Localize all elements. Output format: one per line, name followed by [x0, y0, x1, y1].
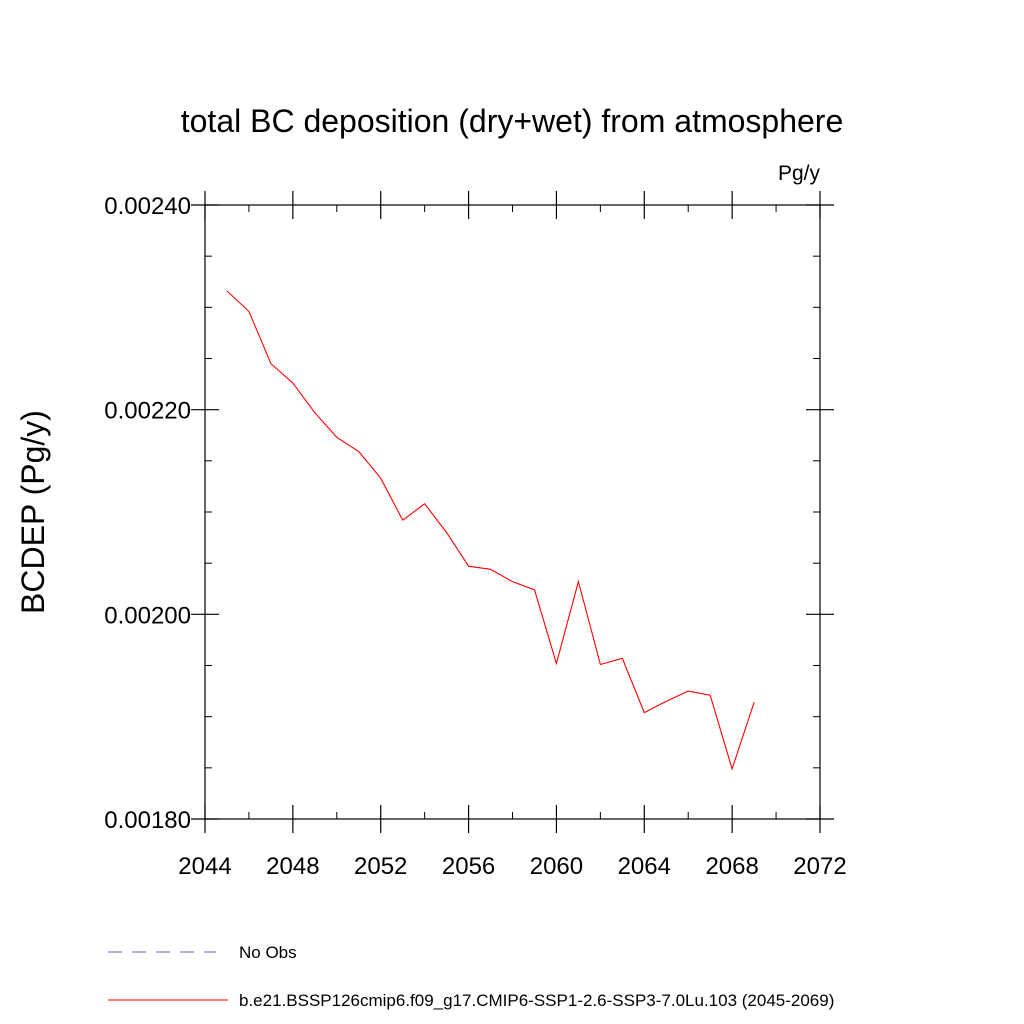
x-tick-label: 2064 [618, 853, 671, 880]
x-tick-label: 2072 [793, 853, 846, 880]
x-tick-label: 2060 [530, 853, 583, 880]
x-tick-label: 2068 [705, 853, 758, 880]
y-axis-label: BCDEP (Pg/y) [15, 410, 51, 614]
chart-title: total BC deposition (dry+wet) from atmos… [181, 103, 844, 139]
legend-label: b.e21.BSSP126cmip6.f09_g17.CMIP6-SSP1-2.… [239, 991, 834, 1010]
series-line [226, 290, 755, 771]
y-tick-label: 0.00200 [104, 602, 191, 629]
x-tick-label: 2044 [178, 853, 231, 880]
series-layer [226, 290, 755, 771]
y-tick-label: 0.00180 [104, 807, 191, 834]
legend-label: No Obs [239, 943, 297, 962]
x-axis: 2044 2048 2052 2056 2060 2064 2068 2072 [178, 191, 847, 880]
y-tick-label: 0.00220 [104, 398, 191, 425]
plot-frame [204, 204, 821, 820]
x-tick-label: 2052 [354, 853, 407, 880]
y-tick-label: 0.00240 [104, 193, 191, 220]
x-tick-label: 2056 [442, 853, 495, 880]
y-axis: 0.00180 0.00200 0.00220 0.00240 [104, 193, 834, 834]
legend: No Obs b.e21.BSSP126cmip6.f09_g17.CMIP6-S… [108, 943, 834, 1010]
units-label: Pg/y [778, 162, 821, 185]
x-tick-label: 2048 [266, 853, 319, 880]
